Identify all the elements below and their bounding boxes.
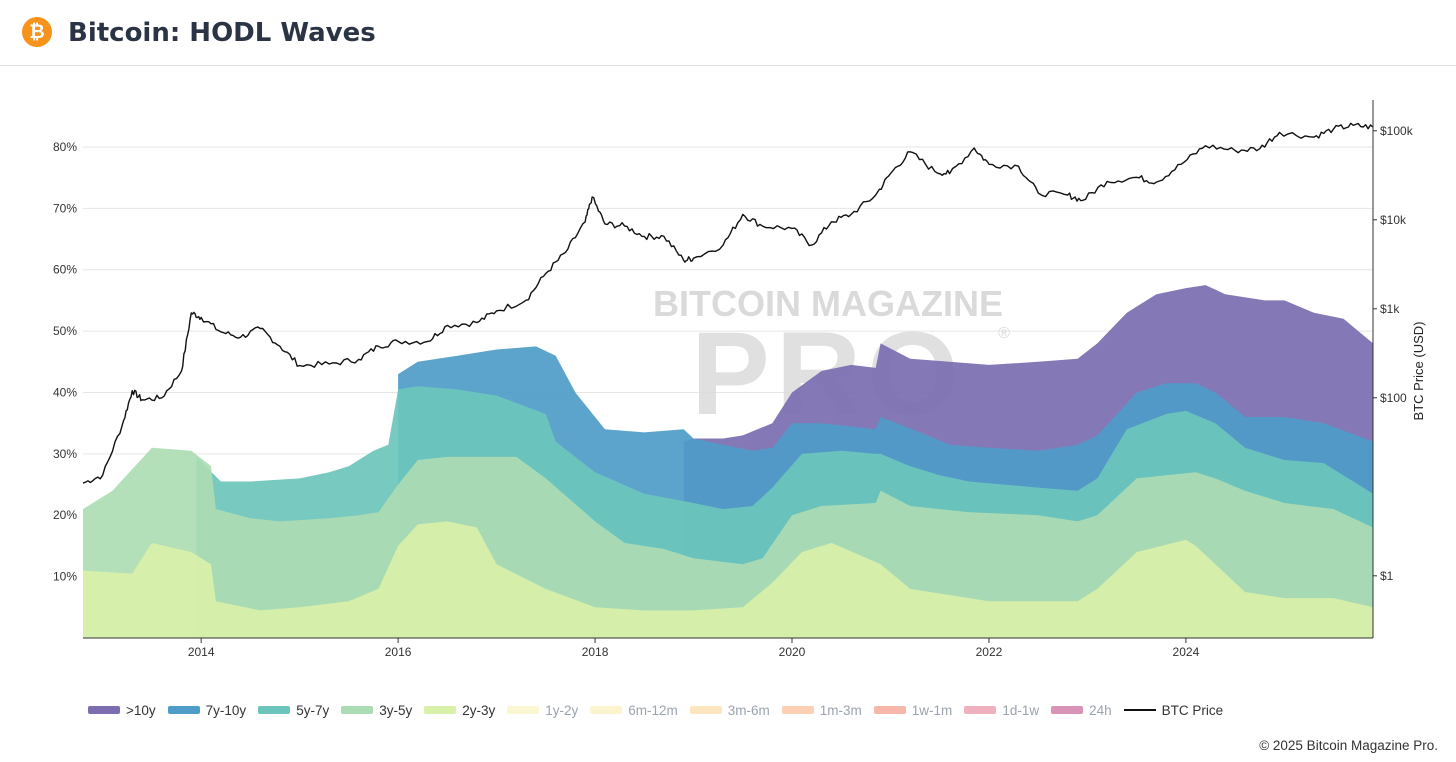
legend-swatch [689, 706, 722, 714]
legend-label: 1y-2y [545, 702, 579, 718]
legend-item-3m6m[interactable]: 3m-6m [689, 702, 770, 718]
right-tick-label: $100 [1380, 391, 1407, 405]
y-tick-label: 30% [53, 447, 77, 461]
x-tick-label: 2014 [188, 645, 215, 659]
hodl-wave-areas [83, 285, 1374, 638]
y-tick-label: 80% [53, 140, 77, 154]
legend-item-5y7y[interactable]: 5y-7y [258, 703, 329, 718]
x-tick-label: 2020 [779, 645, 806, 659]
legend-swatch [964, 706, 997, 714]
y-tick-label: 20% [53, 508, 77, 522]
legend-swatch [507, 706, 540, 714]
y-tick-label: 70% [53, 201, 77, 215]
legend-swatch [167, 706, 200, 714]
y-tick-label: 10% [53, 570, 77, 584]
right-axis-title: BTC Price (USD) [1411, 322, 1426, 421]
legend-label: BTC Price [1161, 702, 1224, 718]
legend-label: 7y-10y [205, 702, 247, 718]
btc-price-series [82, 122, 1374, 484]
legend-item-7y10y[interactable]: 7y-10y [167, 702, 247, 718]
legend-item-1y2y[interactable]: 1y-2y [507, 703, 578, 718]
legend-swatch [341, 706, 374, 714]
copyright-footer: © 2025 Bitcoin Magazine Pro. [1259, 738, 1438, 753]
legend-label: 24h [1089, 702, 1112, 718]
y-tick-label: 50% [53, 324, 77, 338]
legend-swatch [873, 706, 906, 714]
legend-label: >10y [126, 702, 156, 718]
legend-label: 1m-3m [819, 702, 862, 718]
legend-label: 3y-5y [379, 702, 413, 718]
legend-swatch [1051, 706, 1084, 714]
legend-item-24h[interactable]: 24h [1051, 703, 1112, 718]
btc-price-line [82, 122, 1374, 484]
legend-swatch [88, 706, 120, 714]
legend-label: 2y-3y [462, 702, 496, 718]
area-series-2y3y [83, 521, 1373, 638]
legend-item-btcprice[interactable]: BTC Price [1123, 702, 1224, 718]
legend-label: 3m-6m [727, 702, 770, 718]
page-title: Bitcoin: HODL Waves [68, 18, 376, 48]
hodl-waves-chart[interactable]: BITCOIN MAGAZINE PRO ® 10%20%30%40%50%60… [0, 66, 1456, 686]
y-tick-label: 60% [53, 263, 77, 277]
x-tick-label: 2018 [582, 645, 609, 659]
x-tick-label: 2016 [385, 645, 412, 659]
legend-item-10y[interactable]: >10y [88, 703, 156, 718]
right-tick-label: $1 [1380, 569, 1394, 583]
legend-item-1d1w[interactable]: 1d-1w [964, 703, 1039, 718]
axes: 10% 20% 30% 40% 50% 60% 70% 80% 2014 2016 2018 2020… [53, 100, 1414, 659]
legend-label: 6m-12m [628, 702, 678, 718]
header: ₿ Bitcoin: HODL Waves [0, 0, 1456, 66]
watermark-line1: BITCOIN MAGAZINE [653, 283, 1003, 324]
y-tick-label: 40% [53, 385, 77, 399]
legend-swatch [590, 706, 623, 714]
chart-legend: >10y 7y-10y 5y-7y 3y-5y 2y-3y 1y-2y 6m-12m 3m-6… [88, 700, 1235, 720]
legend-swatch [258, 706, 291, 714]
legend-label: 1d-1w [1002, 702, 1040, 718]
legend-item-3y5y[interactable]: 3y-5y [341, 703, 412, 718]
x-tick-label: 2024 [1173, 645, 1200, 659]
legend-item-2y3y[interactable]: 2y-3y [424, 703, 495, 718]
legend-label: 1w-1m [911, 702, 953, 718]
legend-item-1w1m[interactable]: 1w-1m [873, 702, 953, 718]
x-tick-label: 2022 [976, 645, 1003, 659]
legend-swatch [781, 706, 814, 714]
legend-item-6m12m[interactable]: 6m-12m [590, 703, 678, 718]
right-tick-label: $1k [1380, 302, 1400, 316]
legend-item-1m3m[interactable]: 1m-3m [781, 702, 862, 718]
legend-label: 5y-7y [296, 702, 330, 718]
legend-swatch [1123, 709, 1156, 711]
legend-swatch [424, 706, 457, 714]
watermark-registered-mark: ® [998, 325, 1010, 342]
right-tick-label: $10k [1380, 213, 1407, 227]
bitcoin-logo-icon: ₿ [22, 17, 52, 47]
right-tick-label: $100k [1380, 124, 1414, 138]
